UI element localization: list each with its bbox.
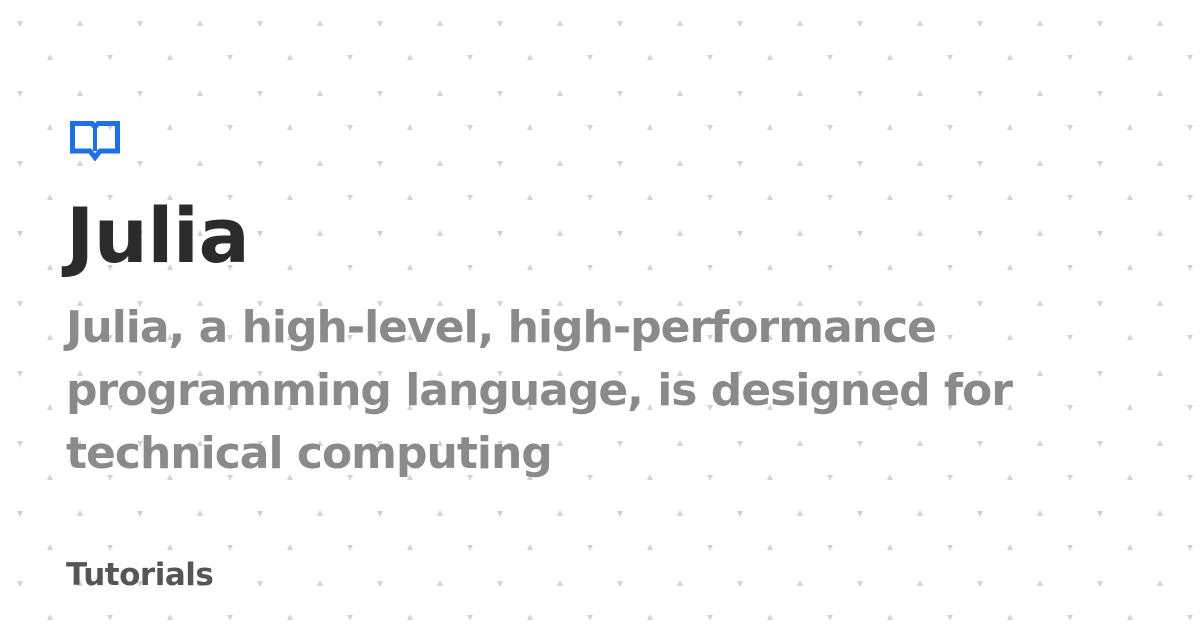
open-book-icon [70, 121, 120, 161]
card-content: Julia Julia, a high-level, high-performa… [66, 0, 1146, 630]
category-label: Tutorials [66, 557, 214, 593]
page-title: Julia [66, 191, 250, 280]
page-description: Julia, a high-level, high-performance pr… [66, 302, 1013, 479]
